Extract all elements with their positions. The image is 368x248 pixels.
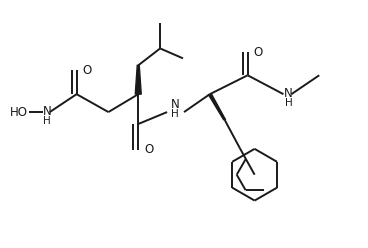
Text: O: O	[144, 143, 153, 156]
Text: H: H	[284, 98, 292, 108]
Text: H: H	[43, 116, 51, 126]
Text: N: N	[171, 98, 180, 111]
Text: O: O	[82, 64, 92, 77]
Polygon shape	[135, 65, 141, 94]
Text: N: N	[42, 105, 51, 118]
Text: H: H	[171, 109, 179, 119]
Text: O: O	[254, 46, 263, 59]
Text: N: N	[284, 87, 293, 100]
Text: HO: HO	[10, 106, 28, 119]
